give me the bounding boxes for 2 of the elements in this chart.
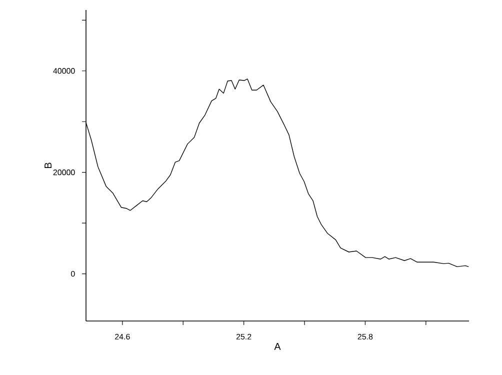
y-axis-title: B [44,162,52,168]
x-axis-title: A [274,343,281,350]
